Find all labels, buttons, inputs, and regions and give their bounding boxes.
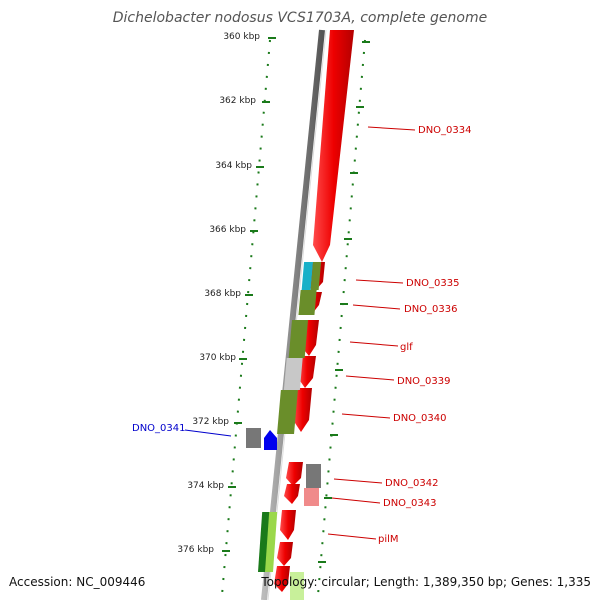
gene-pilm-category-dark [258,512,271,572]
gene-dno-0343-category [304,488,319,506]
gene-dno-0339-category [283,358,303,390]
gene-dno-0342-category [306,464,321,488]
ruler-label: 368 kbp [204,289,241,299]
gene-label-glf[interactable]: glf [400,342,413,353]
gene-pilm-category-light [265,512,278,572]
gene-dno-0340-category [277,390,298,434]
inner-dotted-track [221,39,271,596]
gene-label-dno-0343[interactable]: DNO_0343 [383,498,437,509]
map-title: Dichelobacter nodosus VCS1703A, complete… [112,10,488,26]
gene-dno-0335-category-2 [310,262,322,290]
ruler-label: 362 kbp [219,96,256,106]
gene-label-dno-0342[interactable]: DNO_0342 [385,478,439,489]
gene-dno-0336-category [298,290,317,315]
backbone-line [261,29,325,600]
label-connectors [327,126,416,540]
gene-glf-category [288,320,309,358]
gene-label-pilm[interactable]: pilM [378,534,399,545]
gene-pilm-3[interactable] [274,566,290,592]
gene-dno-0340[interactable] [293,388,312,432]
ruler-label: 374 kbp [187,481,224,491]
ruler-label: 366 kbp [209,225,246,235]
ruler-label: 364 kbp [215,161,252,171]
accession-label: Accession: NC_009446 [9,575,146,589]
ruler-label: 370 kbp [199,353,236,363]
backbone-line-outline [267,29,327,600]
gene-label-dno-0336[interactable]: DNO_0336 [404,304,458,315]
gene-dno-0341[interactable] [264,430,277,450]
topology-label: Topology: circular; Length: 1,389,350 bp… [261,575,591,589]
gene-label-dno-0339[interactable]: DNO_0339 [397,376,451,387]
gene-dno-0341-category [246,428,261,448]
gene-label-dno-0334[interactable]: DNO_0334 [418,125,472,136]
gene-dno-0342[interactable] [286,462,303,486]
ruler-label: 376 kbp [177,545,214,555]
gene-label-dno-0340[interactable]: DNO_0340 [393,413,447,424]
gene-pilm-2[interactable] [277,542,293,566]
ruler-label: 360 kbp [223,32,260,42]
gene-pilm-category-pale [290,572,304,600]
gene-pilm[interactable] [280,510,296,540]
gene-label-dno-0341[interactable]: DNO_0341 [132,423,186,434]
gene-dno-0335-category [301,262,314,290]
gene-label-dno-0335[interactable]: DNO_0335 [406,278,460,289]
ruler-ticks [222,37,370,563]
gene-dno-0334[interactable] [313,30,354,262]
gene-dno-0339[interactable] [298,356,316,388]
label-connector-dno-0341 [184,429,232,437]
gene-dno-0343[interactable] [284,484,300,504]
ruler-label: 372 kbp [192,417,229,427]
